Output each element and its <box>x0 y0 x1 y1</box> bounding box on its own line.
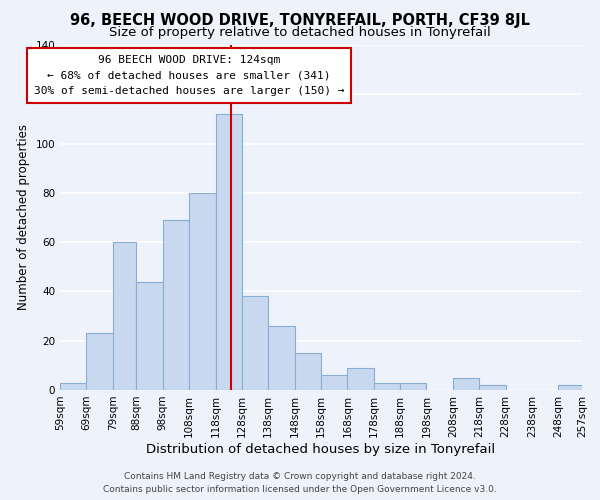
Bar <box>400 382 427 390</box>
Bar <box>113 242 136 390</box>
Y-axis label: Number of detached properties: Number of detached properties <box>17 124 30 310</box>
Bar <box>215 114 242 390</box>
Bar <box>347 368 374 390</box>
X-axis label: Distribution of detached houses by size in Tonyrefail: Distribution of detached houses by size … <box>146 442 496 456</box>
Bar <box>479 385 506 390</box>
Text: 96, BEECH WOOD DRIVE, TONYREFAIL, PORTH, CF39 8JL: 96, BEECH WOOD DRIVE, TONYREFAIL, PORTH,… <box>70 12 530 28</box>
Bar <box>189 193 215 390</box>
Bar <box>321 375 347 390</box>
Bar <box>295 353 321 390</box>
Text: Size of property relative to detached houses in Tonyrefail: Size of property relative to detached ho… <box>109 26 491 39</box>
Bar <box>453 378 479 390</box>
Text: 96 BEECH WOOD DRIVE: 124sqm
← 68% of detached houses are smaller (341)
30% of se: 96 BEECH WOOD DRIVE: 124sqm ← 68% of det… <box>34 55 344 96</box>
Bar <box>163 220 189 390</box>
Text: Contains HM Land Registry data © Crown copyright and database right 2024.
Contai: Contains HM Land Registry data © Crown c… <box>103 472 497 494</box>
Bar <box>60 382 86 390</box>
Bar <box>558 385 582 390</box>
Bar <box>268 326 295 390</box>
Bar <box>242 296 268 390</box>
Bar <box>136 282 163 390</box>
Bar <box>86 334 113 390</box>
Bar <box>374 382 400 390</box>
